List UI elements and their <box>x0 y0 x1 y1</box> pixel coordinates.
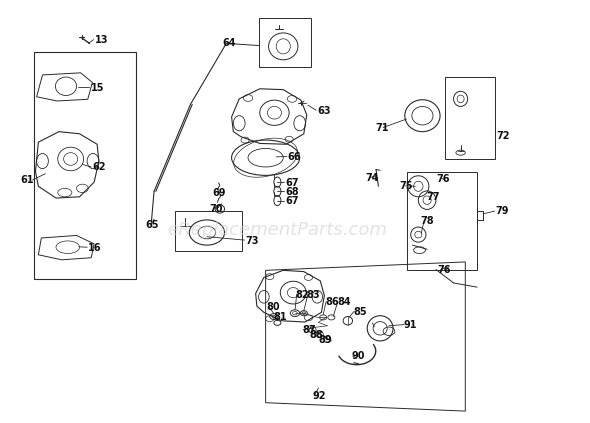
Text: 82: 82 <box>295 290 309 300</box>
Text: 81: 81 <box>273 313 287 322</box>
Text: 92: 92 <box>313 390 326 401</box>
Text: 90: 90 <box>352 352 365 362</box>
Text: 85: 85 <box>354 307 368 316</box>
Bar <box>445 77 494 159</box>
Text: 66: 66 <box>287 152 301 162</box>
Bar <box>34 52 136 279</box>
Bar <box>258 18 312 66</box>
Text: 67: 67 <box>285 196 299 206</box>
Text: 73: 73 <box>245 236 258 246</box>
Text: 15: 15 <box>91 82 104 93</box>
Text: 76: 76 <box>436 174 450 184</box>
Text: 84: 84 <box>337 297 351 307</box>
Text: 80: 80 <box>267 302 280 312</box>
Text: 61: 61 <box>21 175 34 185</box>
Text: 74: 74 <box>365 173 379 183</box>
Text: 70: 70 <box>210 204 224 214</box>
Text: 83: 83 <box>307 290 320 300</box>
Text: 86: 86 <box>326 297 339 307</box>
Text: 79: 79 <box>496 206 509 217</box>
Text: 72: 72 <box>496 131 510 141</box>
Text: 63: 63 <box>317 106 331 115</box>
Text: 78: 78 <box>420 216 434 226</box>
Text: 75: 75 <box>399 181 412 191</box>
Text: eReplacementParts.com: eReplacementParts.com <box>168 221 387 239</box>
Text: 13: 13 <box>96 36 109 45</box>
Text: 88: 88 <box>310 330 323 340</box>
Text: 89: 89 <box>319 335 332 345</box>
Text: 65: 65 <box>145 220 159 230</box>
Bar <box>175 212 242 251</box>
Text: 69: 69 <box>213 187 227 198</box>
Text: 64: 64 <box>222 38 235 48</box>
Text: 16: 16 <box>88 243 102 253</box>
Text: 68: 68 <box>285 187 299 197</box>
Text: 77: 77 <box>426 192 440 202</box>
Text: 87: 87 <box>302 325 316 335</box>
Text: 76: 76 <box>437 265 451 275</box>
Bar <box>407 172 477 270</box>
Text: 71: 71 <box>375 123 389 133</box>
Text: 62: 62 <box>93 162 106 173</box>
Text: 67: 67 <box>285 178 299 188</box>
Text: 91: 91 <box>404 320 417 330</box>
